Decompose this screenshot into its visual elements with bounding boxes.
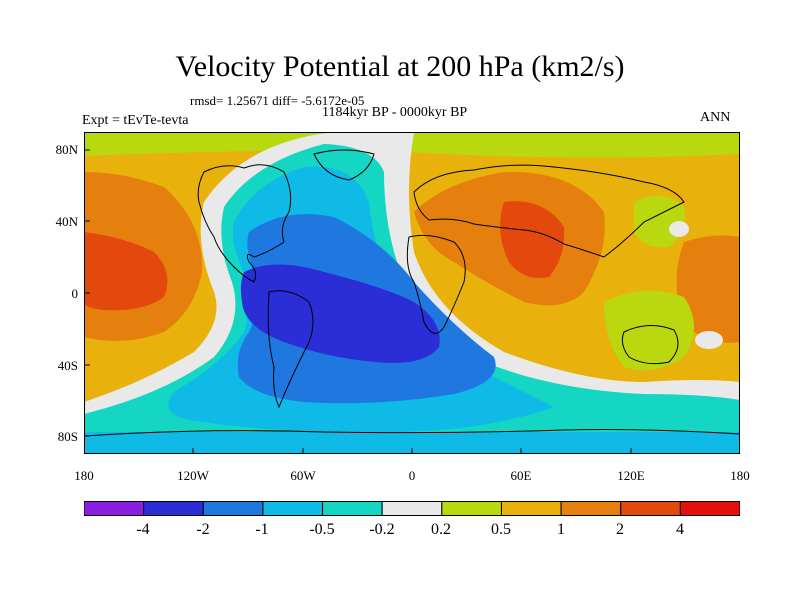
contour-near-zero-patch-2	[669, 221, 689, 237]
lon-label-60e: 60E	[510, 468, 532, 483]
lon-label-60w: 60W	[290, 468, 316, 483]
contour-plus-0-5-australia	[604, 290, 694, 371]
lon-label-180e: 180	[730, 468, 750, 483]
experiment-label: Expt = tEvTe-tevta	[82, 113, 189, 128]
rmsd-diff-stats: rmsd= 1.25671 diff= -5.6172e-05	[190, 93, 365, 108]
north-america-coast	[197, 164, 292, 283]
velocity-potential-map	[84, 132, 740, 454]
coastlines	[84, 149, 740, 437]
africa-coast	[406, 234, 466, 334]
lat-label-80s: 80S	[57, 429, 78, 444]
eurasia-coast	[413, 164, 685, 258]
colorbar-box	[202, 501, 264, 516]
contour-near-zero-patch	[695, 331, 723, 349]
lat-label-0: 0	[71, 286, 79, 301]
map-frame	[84, 132, 740, 454]
lon-label-120w: 120W	[177, 468, 209, 483]
lat-label-80n: 80N	[55, 142, 78, 157]
colorbar-label: -4	[136, 521, 150, 538]
colorbar-box	[84, 501, 145, 516]
period-label: 1184kyr BP - 0000kyr BP	[322, 105, 468, 120]
south-america-coast	[267, 290, 314, 409]
lon-label-120e: 120E	[617, 468, 645, 483]
colorbar	[84, 501, 740, 516]
colorbar-label: -0.2	[369, 521, 395, 538]
colorbar-label: -1	[255, 521, 269, 538]
greenland-coast	[313, 149, 375, 181]
colorbar-label: 1	[557, 521, 565, 538]
colorbar-box	[262, 501, 324, 516]
colorbar-box	[500, 501, 562, 516]
lat-label-40s: 40S	[57, 358, 78, 373]
page-title: Velocity Potential at 200 hPa (km2/s)	[175, 50, 625, 83]
colorbar-label: 0.5	[491, 521, 511, 538]
australia-coast	[621, 325, 679, 365]
contour-plus-4-pacific	[84, 232, 168, 311]
colorbar-box	[322, 501, 383, 516]
colorbar-boxes	[84, 501, 740, 516]
colorbar-label: -0.5	[309, 521, 335, 538]
colorbar-label: -2	[196, 521, 210, 538]
lat-label-40n: 40N	[55, 214, 78, 229]
colorbar-box	[679, 501, 740, 516]
colorbar-box	[560, 501, 622, 516]
lon-label-180w: 180	[74, 468, 94, 483]
season-label: ANN	[700, 110, 731, 125]
colorbar-box	[620, 501, 681, 516]
lon-label-0: 0	[408, 468, 416, 483]
colorbar-label: 2	[616, 521, 624, 538]
colorbar-box	[143, 501, 204, 516]
colorbar-box	[381, 501, 443, 516]
contour-minus-4	[240, 264, 440, 363]
colorbar-label: 0.2	[431, 521, 451, 538]
contour-plus-4-asia	[500, 201, 565, 278]
colorbar-box	[441, 501, 502, 516]
antarctica-coast	[84, 429, 740, 437]
colorbar-label: 4	[676, 521, 684, 538]
